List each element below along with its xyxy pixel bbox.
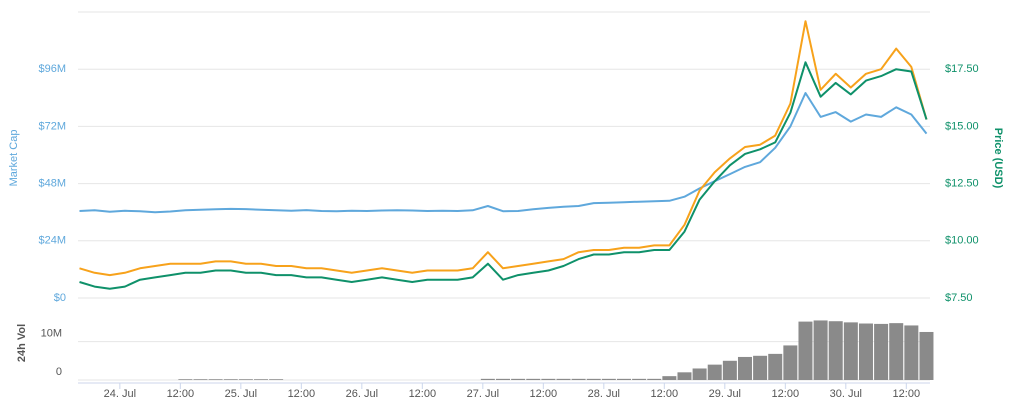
x-tick-label: 12:00 <box>651 388 679 400</box>
y2-tick-label: $12.50 <box>945 178 979 190</box>
volume-bar <box>541 378 556 380</box>
y-tick-label: $24M <box>38 235 66 247</box>
volume-bar <box>692 368 707 380</box>
volume-bar <box>254 379 269 380</box>
volume-bar <box>632 378 647 380</box>
series-line <box>79 61 928 290</box>
volume-bar <box>843 322 858 380</box>
volume-bar <box>571 378 586 380</box>
volume-bar <box>178 379 193 380</box>
volume-bar <box>208 379 223 380</box>
volume-bar <box>813 320 828 380</box>
volume-bar <box>556 378 571 380</box>
volume-bar <box>601 378 616 380</box>
volume-bar <box>783 345 798 380</box>
y-tick-label: $72M <box>38 120 66 132</box>
volume-bar <box>662 376 677 380</box>
volume-bar <box>223 379 238 380</box>
y2-tick-label: $15.00 <box>945 120 979 132</box>
volume-tick-label: 10M <box>41 327 62 339</box>
x-tick-label: 12:00 <box>288 388 316 400</box>
volume-bar <box>904 325 919 380</box>
x-tick-label: 27. Jul <box>467 388 499 400</box>
volume-bar <box>722 360 737 380</box>
y2-tick-label: $17.50 <box>945 63 979 75</box>
volume-bar <box>677 372 692 380</box>
volume-bar <box>707 364 722 380</box>
y2-tick-label: $10.00 <box>945 235 979 247</box>
x-tick-label: 30. Jul <box>830 388 862 400</box>
volume-bar <box>616 378 631 380</box>
x-tick-label: 24. Jul <box>104 388 136 400</box>
volume-bar <box>647 378 662 380</box>
x-tick-label: 29. Jul <box>709 388 741 400</box>
volume-bar <box>511 378 526 380</box>
volume-bar <box>495 378 510 380</box>
y-tick-label: $0 <box>54 292 66 304</box>
volume-bar <box>919 331 934 380</box>
volume-bar <box>768 353 783 380</box>
volume-bar <box>798 321 813 380</box>
series-line <box>79 20 928 277</box>
x-tick-label: 25. Jul <box>225 388 257 400</box>
volume-axis-title: 24h Vol <box>16 324 28 362</box>
y-axis-title: Market Cap <box>8 130 20 187</box>
y-tick-label: $96M <box>38 63 66 75</box>
volume-bar <box>858 323 873 380</box>
volume-bar <box>737 356 752 380</box>
x-tick-label: 12:00 <box>772 388 800 400</box>
volume-bar <box>526 378 541 380</box>
x-tick-label: 12:00 <box>893 388 921 400</box>
volume-bar <box>874 323 889 380</box>
x-tick-label: 26. Jul <box>346 388 378 400</box>
x-tick-label: 28. Jul <box>588 388 620 400</box>
y2-tick-label: $7.50 <box>945 292 973 304</box>
x-tick-label: 12:00 <box>409 388 437 400</box>
volume-bar <box>269 379 284 380</box>
volume-bar <box>480 378 495 380</box>
volume-tick-label: 0 <box>56 366 62 378</box>
volume-bar <box>193 379 208 380</box>
x-tick-label: 12:00 <box>530 388 558 400</box>
volume-bar <box>586 378 601 380</box>
y2-axis-title: Price (USD) <box>992 128 1004 189</box>
volume-bar <box>753 355 768 380</box>
volume-bar <box>889 323 904 380</box>
series-line <box>79 92 928 214</box>
x-tick-label: 12:00 <box>167 388 195 400</box>
y-tick-label: $48M <box>38 178 66 190</box>
volume-bar <box>238 379 253 380</box>
volume-bar <box>828 321 843 380</box>
